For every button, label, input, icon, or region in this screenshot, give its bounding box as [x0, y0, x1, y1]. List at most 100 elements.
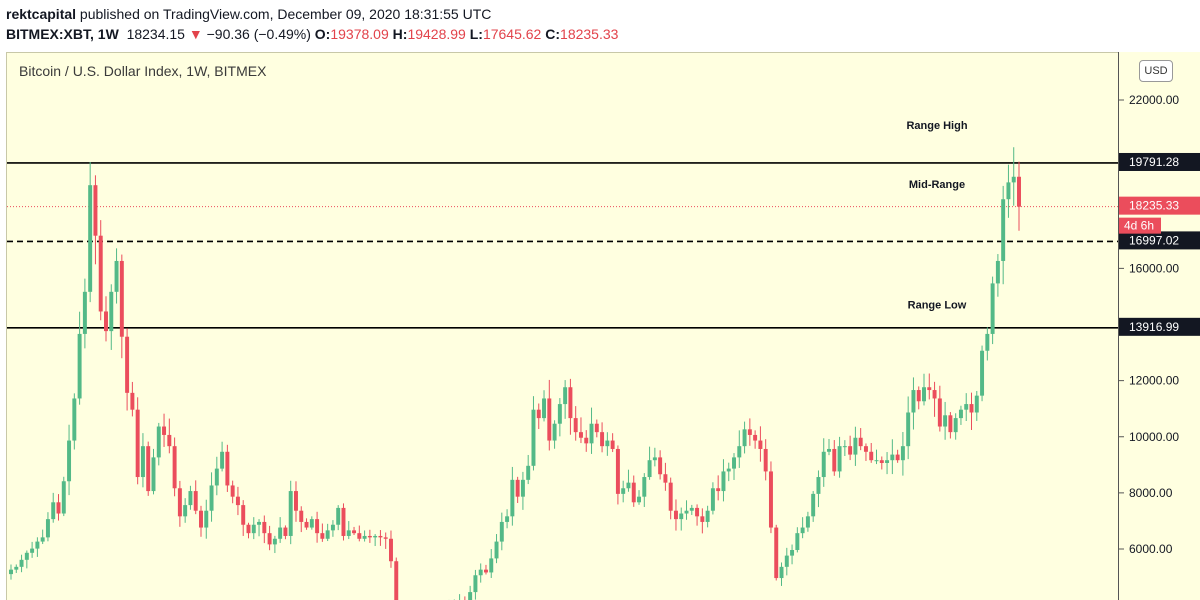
candle-body — [594, 423, 599, 433]
candle-body — [531, 409, 536, 466]
candle-body — [842, 446, 847, 448]
price-badge-label: 16997.02 — [1129, 233, 1179, 247]
candles-canvas: Range High Mid-Range Range Low — [7, 120, 1118, 600]
candle-body — [93, 185, 98, 236]
candle-body — [325, 530, 330, 539]
candle-body — [716, 488, 721, 492]
chart-pane[interactable]: Range High Mid-Range Range Low Bitcoin / U… — [6, 52, 1118, 600]
candle-body — [294, 491, 298, 511]
axis-tick-label: 8000.00 — [1129, 486, 1173, 500]
candle-body — [489, 558, 494, 573]
annotation-label: Range High — [906, 120, 967, 132]
candle-body — [510, 479, 515, 517]
candle-body — [225, 451, 230, 486]
candle-body — [304, 521, 309, 528]
candle-body — [863, 446, 868, 452]
candle-body — [927, 387, 932, 391]
candle-body — [114, 260, 119, 292]
candle-body — [710, 488, 715, 511]
candle-body — [816, 477, 821, 494]
candle-body — [837, 446, 842, 472]
currency-button[interactable]: USD — [1139, 60, 1173, 82]
price-badge — [1119, 317, 1200, 336]
candle-body — [668, 482, 673, 511]
candle-body — [483, 569, 488, 573]
candle-body — [563, 387, 568, 405]
candle-body — [542, 398, 547, 419]
candle-body — [631, 482, 636, 503]
candle-body — [695, 507, 700, 517]
price-badge-label: 18235.33 — [1129, 199, 1179, 213]
candle-body — [790, 550, 795, 556]
candle-body — [953, 418, 958, 433]
candle-body — [985, 333, 990, 351]
candle-body — [705, 510, 710, 522]
symbol-label: BITMEX:XBT, 1W — [6, 26, 119, 42]
open-value: 19378.09 — [330, 26, 389, 42]
candle-body — [811, 493, 816, 517]
candle-body — [737, 446, 742, 458]
candle-body — [768, 471, 773, 528]
candle-body — [890, 454, 895, 461]
candle-body — [858, 437, 863, 447]
candle-body — [394, 561, 399, 600]
candle-body — [610, 440, 615, 449]
price-axis[interactable]: USD 6000.00 8000.00 10000.00 12000.00 16000.… — [1118, 52, 1200, 600]
candle-body — [468, 592, 473, 600]
candle-body — [906, 412, 911, 447]
candle-body — [336, 507, 341, 525]
candle-body — [140, 446, 145, 478]
candle-body — [774, 527, 779, 579]
candle-body — [684, 510, 689, 514]
candle-body — [916, 390, 921, 402]
candle-body — [821, 451, 826, 478]
candle-body — [77, 333, 82, 399]
candle-body — [383, 537, 388, 539]
candle-body — [82, 291, 87, 334]
candle-body — [214, 468, 219, 486]
candle-body — [552, 423, 557, 441]
candle-body — [568, 387, 573, 419]
candle-body — [980, 350, 985, 396]
candle-body — [663, 474, 668, 483]
author-name[interactable]: rektcapital — [6, 6, 77, 22]
down-arrow-icon: ▼ — [188, 26, 203, 42]
candle-body — [19, 559, 24, 567]
candle-body — [378, 535, 383, 538]
candle-body — [330, 524, 335, 531]
candle-body — [652, 457, 657, 461]
candle-body — [251, 524, 256, 534]
candle-body — [673, 510, 678, 520]
candle-body — [742, 429, 747, 447]
publish-line: rektcapital published on TradingView.com… — [6, 6, 491, 22]
candle-body — [848, 446, 853, 455]
candle-body — [119, 260, 124, 337]
candle-body — [288, 491, 293, 536]
candle-body — [937, 398, 942, 427]
candle-body — [246, 524, 251, 534]
candle-body — [557, 404, 562, 424]
candle-body — [45, 519, 50, 538]
axis-tick-label: 22000.00 — [1129, 93, 1179, 107]
price-change: −90.36 (−0.49%) — [206, 26, 311, 42]
candle-body — [172, 446, 177, 489]
price-badge-label: 19791.28 — [1129, 155, 1179, 169]
candle-body — [104, 311, 108, 332]
candle-body — [262, 521, 267, 534]
candle-body — [125, 336, 130, 393]
candle-body — [367, 535, 372, 538]
low-value: 17645.62 — [482, 26, 542, 42]
candle-body — [204, 510, 209, 528]
candle-body — [341, 507, 346, 536]
candle-body — [520, 479, 525, 497]
candle-body — [647, 460, 652, 478]
candle-body — [637, 496, 641, 503]
candle-body — [747, 429, 752, 435]
axis-tick-label: 10000.00 — [1129, 430, 1179, 444]
candle-body — [795, 533, 800, 550]
candle-body — [183, 505, 188, 517]
candle-body — [357, 533, 362, 539]
candle-body — [130, 392, 135, 410]
candle-body — [267, 533, 272, 545]
candle-body — [241, 505, 246, 525]
